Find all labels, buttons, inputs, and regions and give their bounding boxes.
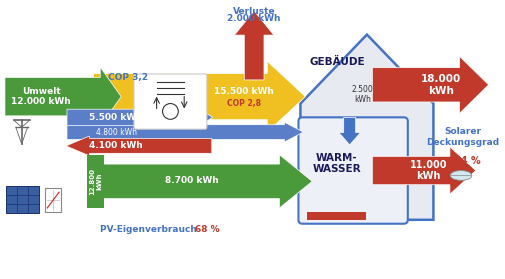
- Text: 5.500 kWh: 5.500 kWh: [89, 113, 143, 122]
- Text: 2.500
kWh: 2.500 kWh: [351, 85, 373, 104]
- Text: COP 2,8: COP 2,8: [227, 99, 261, 108]
- Bar: [86, 155, 104, 208]
- Polygon shape: [5, 67, 121, 126]
- Text: GEBÄUDE: GEBÄUDE: [309, 57, 364, 67]
- Polygon shape: [234, 11, 273, 80]
- Bar: [307, 212, 366, 220]
- FancyBboxPatch shape: [298, 117, 407, 224]
- Text: 64 %: 64 %: [452, 156, 479, 166]
- Text: 18.000
kWh: 18.000 kWh: [420, 74, 461, 96]
- Bar: [45, 188, 61, 212]
- Polygon shape: [66, 136, 212, 156]
- Text: 68 %: 68 %: [194, 225, 219, 234]
- Text: Umwelt
12.000 kWh: Umwelt 12.000 kWh: [12, 87, 71, 106]
- FancyBboxPatch shape: [134, 74, 207, 129]
- Polygon shape: [372, 147, 475, 194]
- Polygon shape: [300, 35, 433, 220]
- Polygon shape: [67, 107, 212, 128]
- Text: 8.700 kWh: 8.700 kWh: [165, 176, 219, 185]
- Polygon shape: [93, 61, 305, 132]
- Text: COP 3,2: COP 3,2: [108, 73, 148, 82]
- Text: PV-Eigenverbrauch: PV-Eigenverbrauch: [99, 225, 199, 234]
- Ellipse shape: [449, 170, 471, 181]
- Text: 12.800
kWh: 12.800 kWh: [89, 168, 102, 195]
- Text: Solarer
Deckungsgrad: Solarer Deckungsgrad: [426, 127, 498, 147]
- Text: WARM-
WASSER: WARM- WASSER: [312, 153, 361, 174]
- Text: 11.000
kWh: 11.000 kWh: [409, 160, 446, 181]
- Polygon shape: [338, 117, 360, 145]
- Polygon shape: [93, 155, 312, 208]
- Text: 15.500 kWh: 15.500 kWh: [214, 87, 274, 96]
- Polygon shape: [67, 122, 303, 142]
- Bar: [6, 186, 39, 213]
- Text: 4.100 kWh: 4.100 kWh: [89, 141, 143, 150]
- Polygon shape: [372, 56, 488, 113]
- Text: Verluste: Verluste: [232, 7, 275, 16]
- Text: 4.800 kWh: 4.800 kWh: [95, 128, 136, 137]
- Text: 2.000 kWh: 2.000 kWh: [227, 14, 280, 23]
